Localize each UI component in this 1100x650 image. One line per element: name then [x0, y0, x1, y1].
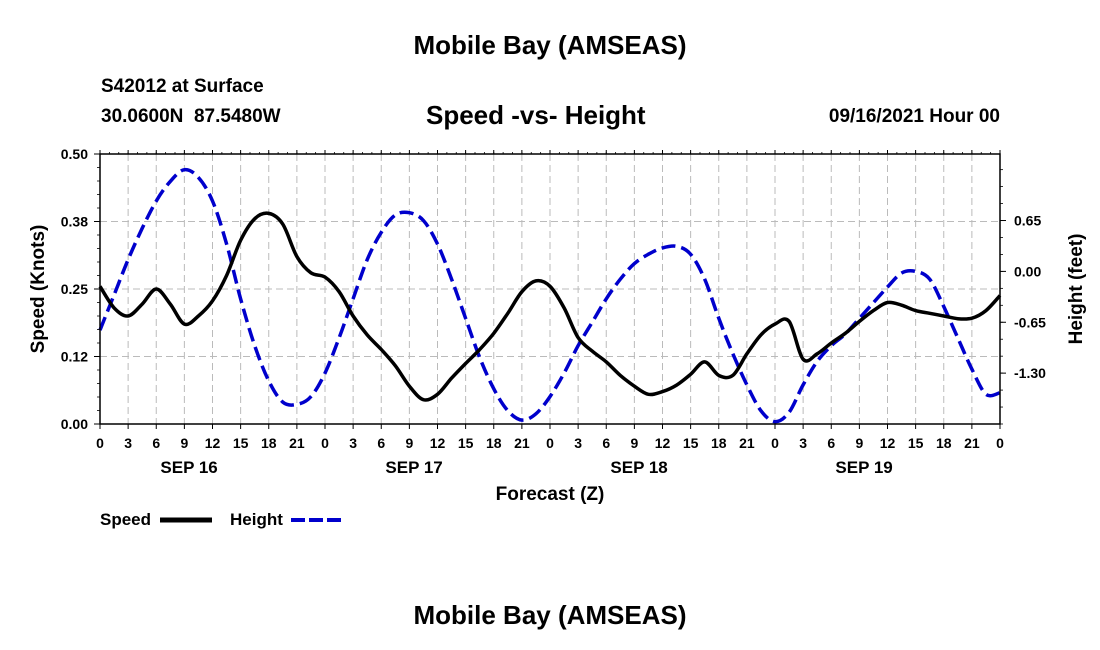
x-tick-label: 0: [321, 435, 329, 451]
y-tick-label-right: 0.00: [1014, 263, 1041, 279]
y-tick-label-left: 0.38: [61, 214, 88, 230]
station-label: S42012 at Surface: [101, 76, 264, 97]
x-tick-label: 15: [458, 435, 474, 451]
day-label: SEP 18: [610, 458, 667, 477]
x-tick-label: 21: [514, 435, 530, 451]
x-tick-label: 9: [405, 435, 413, 451]
page-title-bottom: Mobile Bay (AMSEAS): [413, 600, 687, 630]
x-tick-label: 21: [289, 435, 305, 451]
x-tick-label: 3: [799, 435, 807, 451]
x-tick-label: 6: [827, 435, 835, 451]
x-tick-label: 6: [152, 435, 160, 451]
y-tick-label-left: 0.12: [61, 349, 88, 365]
x-tick-label: 12: [205, 435, 221, 451]
x-axis-title: Forecast (Z): [496, 484, 605, 505]
x-tick-label: 18: [711, 435, 727, 451]
x-tick-label: 12: [655, 435, 671, 451]
y-tick-label-right: -0.65: [1014, 314, 1046, 330]
series-line-height: [98, 167, 1001, 424]
x-tick-label: 15: [233, 435, 249, 451]
x-tick-label: 3: [349, 435, 357, 451]
x-tick-label: 18: [261, 435, 277, 451]
day-label: SEP 16: [160, 458, 217, 477]
x-tick-label: 3: [574, 435, 582, 451]
y-axis-title-left: Speed (Knots): [28, 225, 49, 354]
y-tick-label-left: 0.00: [61, 416, 88, 432]
legend-height-label: Height: [230, 510, 283, 529]
x-tick-label: 15: [683, 435, 699, 451]
forecast-datetime: 09/16/2021 Hour 00: [828, 106, 1000, 127]
legend: Speed Height: [100, 510, 343, 529]
x-tick-label: 0: [771, 435, 779, 451]
grid: [100, 154, 1000, 424]
page-title-top: Mobile Bay (AMSEAS): [413, 30, 687, 60]
axis-labels: 0 3 6 9 12 15 18 21 0 3 6 9 12 15 18 21 0 3 6 9 12 15 18 21 0 3 6 9…: [61, 146, 1046, 477]
y-tick-label-right: 0.65: [1014, 213, 1041, 229]
y-tick-label-right: -1.30: [1014, 365, 1046, 381]
series: [98, 167, 1002, 424]
x-tick-label: 21: [739, 435, 755, 451]
station-coordinates: 30.0600N 87.5480W: [101, 106, 281, 127]
y-tick-label-left: 0.50: [61, 146, 88, 162]
x-tick-label: 12: [880, 435, 896, 451]
x-tick-label: 15: [908, 435, 924, 451]
x-tick-label: 9: [180, 435, 188, 451]
y-tick-label-left: 0.25: [61, 281, 88, 297]
x-tick-label: 9: [855, 435, 863, 451]
x-tick-label: 18: [936, 435, 952, 451]
day-label: SEP 19: [835, 458, 892, 477]
x-tick-label: 9: [630, 435, 638, 451]
x-tick-label: 6: [377, 435, 385, 451]
x-tick-label: 6: [602, 435, 610, 451]
speed-height-chart: 0 3 6 9 12 15 18 21 0 3 6 9 12 15 18 21 0 3 6 9 12 15 18 21 0 3 6 9…: [28, 146, 1087, 529]
x-tick-label: 3: [124, 435, 132, 451]
x-tick-label: 0: [996, 435, 1004, 451]
series-line-speed: [98, 211, 1002, 402]
x-tick-label: 0: [96, 435, 104, 451]
y-axis-title-right: Height (feet): [1066, 234, 1087, 345]
x-tick-label: 21: [964, 435, 980, 451]
x-tick-label: 12: [430, 435, 446, 451]
axis-ticks: [94, 150, 1006, 429]
legend-speed-label: Speed: [100, 510, 151, 529]
day-label: SEP 17: [385, 458, 442, 477]
chart-title: Speed -vs- Height: [426, 100, 646, 130]
x-tick-label: 0: [546, 435, 554, 451]
x-tick-label: 18: [486, 435, 502, 451]
